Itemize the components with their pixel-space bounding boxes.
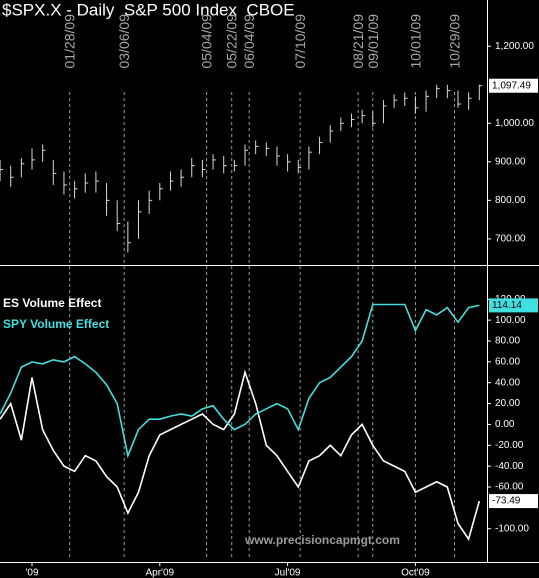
series-line: [0, 369, 481, 541]
y-tick-label: 0.00: [495, 419, 515, 430]
last-value-box: [489, 78, 538, 93]
x-tick-label: Oct'09: [401, 568, 430, 578]
y-tick-label: -40.00: [495, 461, 524, 472]
y-tick-label: 1,200.00: [495, 41, 534, 52]
legend-label: ES Volume Effect: [3, 296, 101, 310]
chart-title: $SPX.X - Daily S&P 500 Index CBOE: [2, 0, 295, 19]
last-value-box: [489, 494, 538, 509]
annotation-label: 09/01/09: [365, 14, 381, 69]
y-tick-label: -60.00: [495, 482, 524, 493]
annotation-label: 01/28/09: [62, 14, 78, 69]
x-tick-label: '09: [25, 568, 38, 578]
y-tick-label: 60.00: [495, 356, 520, 367]
annotation-label: 07/10/09: [292, 14, 308, 69]
annotation-label: 10/29/09: [447, 14, 463, 69]
y-tick-label: 700.00: [495, 234, 526, 245]
annotation-label: 05/22/09: [224, 14, 240, 69]
annotation-label: 03/06/09: [116, 14, 132, 69]
y-tick-label: 20.00: [495, 398, 520, 409]
annotation-label: 06/04/09: [241, 14, 257, 69]
last-value-label: 1,097.49: [492, 80, 531, 91]
x-tick-label: Apr'09: [146, 568, 175, 578]
y-tick-label: 1,000.00: [495, 118, 534, 129]
annotation-label: 10/01/09: [407, 14, 423, 69]
y-tick-label: 40.00: [495, 377, 520, 388]
y-tick-label: 800.00: [495, 195, 526, 206]
last-value-label: 114.14: [492, 300, 522, 311]
y-tick-label: 80.00: [495, 336, 520, 347]
annotation-label: 08/21/09: [350, 14, 366, 69]
y-tick-label: -100.00: [495, 523, 529, 534]
x-tick-label: Jul'09: [275, 568, 301, 578]
y-tick-label: 100.00: [495, 315, 526, 326]
legend-label: SPY Volume Effect: [3, 317, 109, 331]
watermark: www.precisioncapmgt.com: [244, 533, 400, 547]
last-value-label: -73.49: [492, 496, 521, 507]
annotation-label: 05/04/09: [199, 14, 215, 69]
y-tick-label: 900.00: [495, 156, 526, 167]
last-value-box: [489, 298, 538, 313]
series-line: [0, 303, 480, 459]
y-tick-label: -20.00: [495, 440, 524, 451]
